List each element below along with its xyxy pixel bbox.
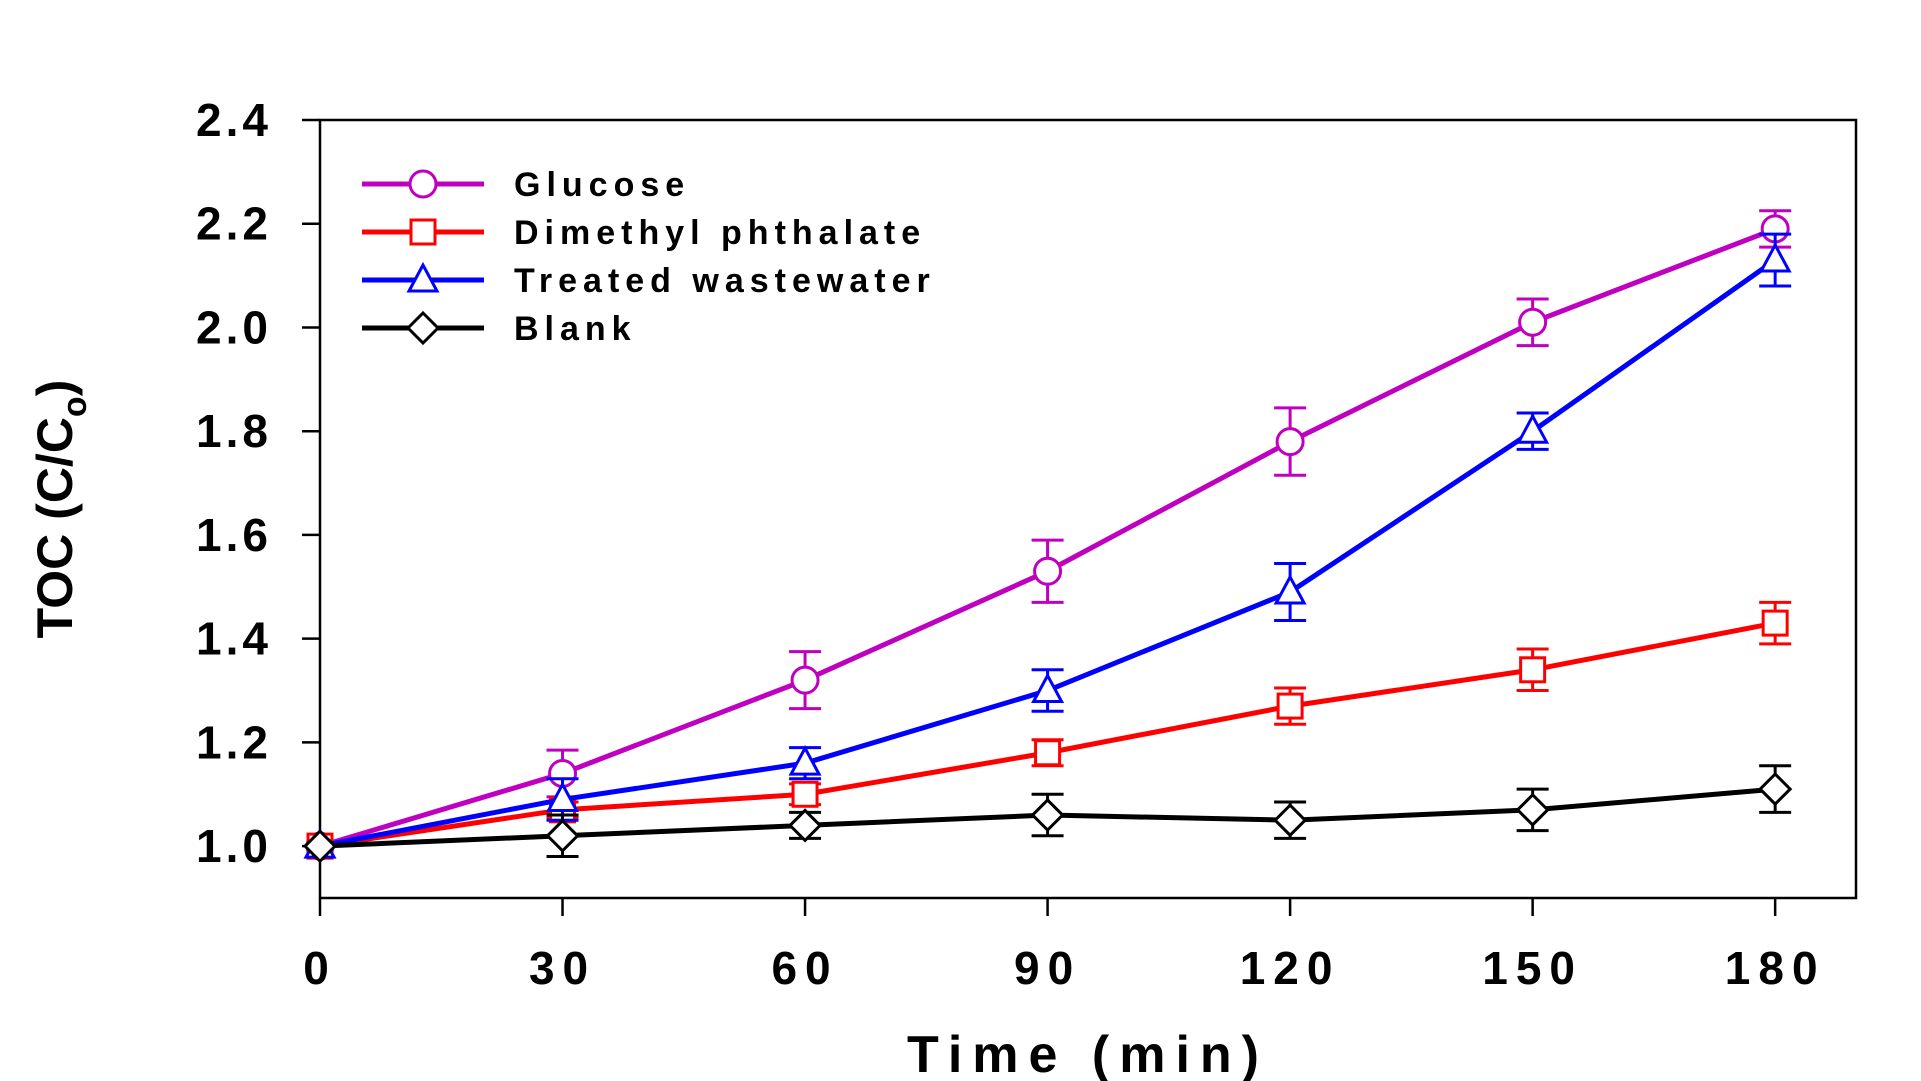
data-point-blank — [302, 829, 338, 864]
data-point-treated-wastewater — [788, 744, 822, 776]
data-point-treated-wastewater — [1031, 672, 1065, 704]
data-point-blank — [1515, 792, 1550, 827]
x-tick-label: 30 — [529, 942, 596, 994]
data-point-treated-wastewater — [1758, 241, 1792, 273]
y-tick-label: 2.2 — [196, 198, 272, 250]
data-point-dimethyl-phthalate — [1761, 609, 1789, 637]
x-axis-title: Time (min) — [907, 1026, 1269, 1081]
y-axis-title-main: TOC (C/C — [27, 417, 83, 638]
legend-label-treated-wastewater: Treated wastewater — [514, 262, 936, 300]
data-point-dimethyl-phthalate — [1276, 692, 1304, 720]
legend-marker-blank — [405, 310, 441, 346]
data-point-treated-wastewater — [1273, 573, 1307, 605]
y-tick-label: 2.0 — [196, 301, 272, 353]
series-treated-wastewater — [303, 232, 1792, 859]
y-axis-title-sub: o — [56, 396, 94, 417]
data-point-dimethyl-phthalate — [1034, 739, 1062, 767]
data-point-treated-wastewater — [546, 781, 580, 812]
x-tick-label: 90 — [1014, 942, 1081, 994]
data-point-glucose — [1275, 427, 1305, 457]
y-axis-title: TOC (C/Co) — [27, 380, 94, 639]
y-tick-label: 2.4 — [196, 94, 272, 146]
x-tick-label: 150 — [1482, 942, 1583, 994]
x-tick-label: 120 — [1240, 942, 1341, 994]
y-tick-label: 1.8 — [196, 405, 272, 457]
y-axis: 1.0 1.2 1.4 1.6 1.8 2.0 2.2 2.4 — [196, 94, 320, 872]
legend-label-dimethyl-phthalate: Dimethyl phthalate — [514, 214, 926, 252]
y-tick-label: 1.0 — [196, 820, 272, 872]
legend: Glucose Dimethyl phthalate Treated wastewa… — [362, 166, 936, 348]
data-point-dimethyl-phthalate — [791, 780, 819, 808]
data-point-glucose — [1033, 556, 1063, 586]
data-point-dimethyl-phthalate — [1519, 656, 1547, 684]
data-point-blank — [545, 818, 580, 853]
x-tick-label: 60 — [771, 942, 838, 994]
x-tick-label: 180 — [1725, 942, 1826, 994]
data-point-treated-wastewater — [1516, 413, 1550, 444]
y-tick-label: 1.4 — [196, 613, 272, 665]
data-point-blank — [1272, 803, 1308, 838]
data-point-blank — [1030, 797, 1065, 833]
series-blank — [302, 764, 1793, 864]
legend-marker-glucose — [408, 169, 438, 199]
y-tick-label: 1.6 — [196, 509, 272, 561]
data-point-glucose — [1518, 307, 1548, 337]
legend-marker-dimethyl-phthalate — [409, 218, 437, 246]
plot-frame — [318, 118, 1858, 900]
legend-label-glucose: Glucose — [514, 166, 690, 204]
y-tick-label: 1.2 — [196, 716, 272, 768]
legend-label-blank: Blank — [514, 310, 637, 348]
x-tick-label: 0 — [303, 942, 337, 994]
data-point-glucose — [790, 665, 820, 695]
y-axis-title-close: ) — [27, 380, 83, 397]
x-axis: 0 30 60 90 120 150 180 — [303, 898, 1826, 994]
data-point-blank — [787, 808, 823, 843]
data-point-blank — [1758, 771, 1793, 807]
legend-marker-treated-wastewater — [406, 261, 440, 293]
series-layer — [302, 209, 1793, 864]
